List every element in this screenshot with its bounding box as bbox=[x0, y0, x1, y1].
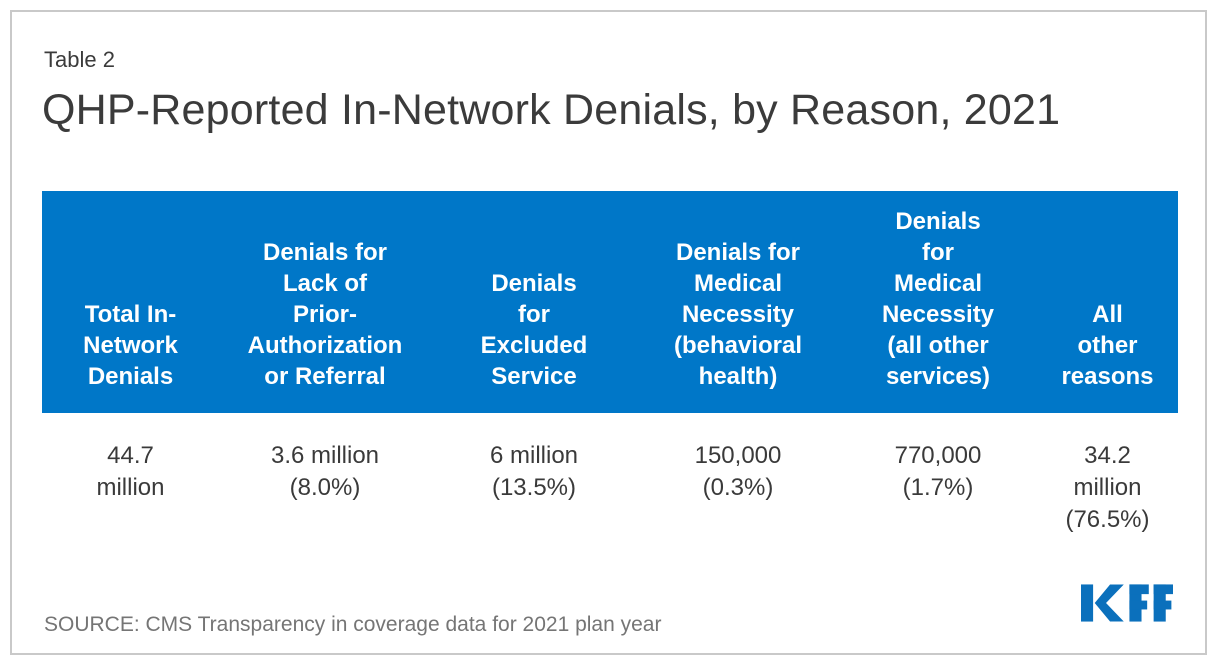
page-title: QHP-Reported In-Network Denials, by Reas… bbox=[42, 86, 1061, 134]
cell-prior-authorization: 3.6 million (8.0%) bbox=[270, 442, 380, 501]
cell-total-in-network-denials: 44.7 million bbox=[96, 442, 165, 501]
source-note: SOURCE: CMS Transparency in coverage dat… bbox=[44, 613, 662, 636]
column-header-total-in-network-denials: Total In- Network Denials bbox=[83, 301, 178, 390]
cell-all-other-reasons: 34.2 million (76.5%) bbox=[1065, 442, 1150, 533]
column-header-all-other-reasons: All other reasons bbox=[1061, 301, 1154, 390]
table-number-label: Table 2 bbox=[44, 47, 115, 72]
column-header-prior-authorization: Denials for Lack of Prior- Authorization… bbox=[247, 239, 403, 390]
kff-logo-icon bbox=[1081, 584, 1173, 622]
table-card: Table 2 QHP-Reported In-Network Denials,… bbox=[10, 10, 1207, 655]
column-header-medical-necessity-other: Denials for Medical Necessity (all other… bbox=[881, 208, 995, 390]
kff-logo bbox=[1081, 581, 1173, 625]
table-header-row: Total In- Network Denials Denials for La… bbox=[42, 191, 1178, 413]
column-header-excluded-service: Denials for Excluded Service bbox=[480, 270, 588, 390]
column-header-medical-necessity-behavioral: Denials for Medical Necessity (behaviora… bbox=[673, 239, 803, 390]
cell-excluded-service: 6 million (13.5%) bbox=[489, 442, 579, 501]
cell-medical-necessity-behavioral: 150,000 (0.3%) bbox=[694, 442, 782, 501]
cell-medical-necessity-other: 770,000 (1.7%) bbox=[894, 442, 982, 501]
table-data-row: 44.7 million 3.6 million (8.0%) 6 millio… bbox=[42, 440, 1178, 536]
